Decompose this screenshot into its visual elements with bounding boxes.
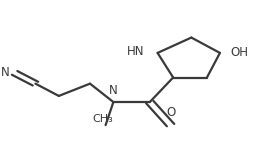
Text: HN: HN: [127, 45, 144, 58]
Text: N: N: [109, 84, 118, 97]
Text: N: N: [1, 66, 9, 79]
Text: CH₃: CH₃: [93, 114, 113, 124]
Text: OH: OH: [230, 46, 248, 59]
Text: O: O: [166, 106, 175, 119]
